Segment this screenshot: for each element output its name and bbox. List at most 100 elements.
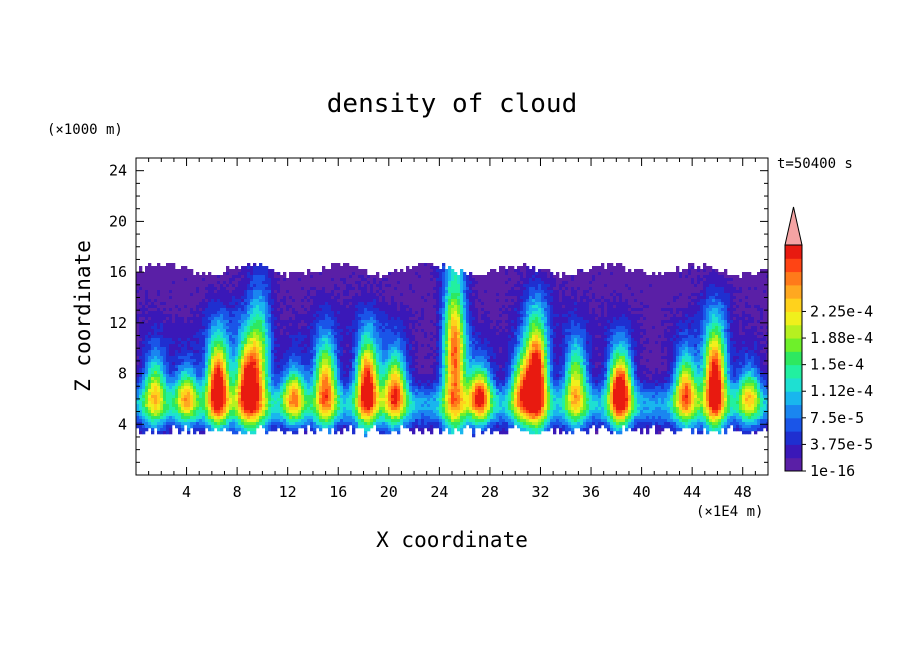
heatmap-cell: [328, 425, 332, 429]
heatmap-cell: [223, 326, 227, 330]
heatmap-cell: [346, 272, 350, 276]
heatmap-cell: [262, 332, 266, 336]
heatmap-cell: [295, 401, 299, 405]
heatmap-cell: [271, 287, 275, 291]
heatmap-cell: [283, 419, 287, 423]
heatmap-cell: [373, 422, 377, 426]
heatmap-cell: [364, 290, 368, 294]
heatmap-cell: [400, 284, 404, 288]
heatmap-cell: [229, 401, 233, 405]
heatmap-cell: [247, 377, 251, 381]
heatmap-cell: [361, 329, 365, 333]
heatmap-cell: [349, 269, 353, 273]
heatmap-cell: [208, 305, 212, 309]
heatmap-cell: [244, 374, 248, 378]
heatmap-cell: [301, 332, 305, 336]
heatmap-cell: [166, 350, 170, 354]
heatmap-cell: [187, 404, 191, 408]
heatmap-cell: [190, 299, 194, 303]
heatmap-cell: [268, 395, 272, 399]
heatmap-cell: [226, 371, 230, 375]
heatmap-cell: [274, 368, 278, 372]
heatmap-cell: [382, 320, 386, 324]
heatmap-cell: [379, 365, 383, 369]
heatmap-cell: [367, 407, 371, 411]
heatmap-cell: [229, 281, 233, 285]
heatmap-cell: [214, 275, 218, 279]
heatmap-cell: [367, 302, 371, 306]
heatmap-cell: [289, 422, 293, 426]
heatmap-cell: [292, 299, 296, 303]
heatmap-cell: [325, 377, 329, 381]
heatmap-cell: [202, 428, 206, 432]
heatmap-cell: [334, 305, 338, 309]
heatmap-cell: [364, 392, 368, 396]
heatmap-cell: [334, 398, 338, 402]
heatmap-cell: [190, 326, 194, 330]
heatmap-cell: [412, 305, 416, 309]
heatmap-cell: [193, 338, 197, 342]
heatmap-cell: [385, 377, 389, 381]
heatmap-cell: [268, 410, 272, 414]
heatmap-cell: [325, 353, 329, 357]
heatmap-cell: [151, 413, 155, 417]
heatmap-cell: [202, 278, 206, 282]
heatmap-cell: [340, 302, 344, 306]
heatmap-cell: [379, 347, 383, 351]
heatmap-cell: [307, 272, 311, 276]
heatmap-cell: [169, 392, 173, 396]
heatmap-cell: [286, 362, 290, 366]
heatmap-cell: [241, 302, 245, 306]
heatmap-cell: [403, 365, 407, 369]
heatmap-cell: [391, 353, 395, 357]
heatmap-cell: [412, 371, 416, 375]
heatmap-cell: [340, 377, 344, 381]
heatmap-cell: [346, 344, 350, 348]
heatmap-cell: [244, 296, 248, 300]
heatmap-cell: [289, 299, 293, 303]
heatmap-cell: [289, 323, 293, 327]
heatmap-cell: [322, 335, 326, 339]
heatmap-cell: [193, 317, 197, 321]
heatmap-cell: [358, 410, 362, 414]
heatmap-cell: [319, 299, 323, 303]
heatmap-cell: [352, 359, 356, 363]
heatmap-cell: [139, 290, 143, 294]
heatmap-cell: [169, 287, 173, 291]
heatmap-cell: [370, 389, 374, 393]
heatmap-cell: [256, 407, 260, 411]
heatmap-cell: [202, 362, 206, 366]
heatmap-cell: [298, 389, 302, 393]
heatmap-cell: [340, 395, 344, 399]
heatmap-cell: [163, 356, 167, 360]
heatmap-cell: [169, 398, 173, 402]
heatmap-cell: [139, 344, 143, 348]
heatmap-cell: [166, 428, 170, 432]
heatmap-cell: [271, 323, 275, 327]
heatmap-cell: [322, 368, 326, 372]
heatmap-cell: [376, 287, 380, 291]
heatmap-cell: [181, 383, 185, 387]
heatmap-cell: [166, 335, 170, 339]
heatmap-cell: [220, 377, 224, 381]
heatmap-cell: [346, 392, 350, 396]
heatmap-cell: [190, 278, 194, 282]
heatmap-cell: [373, 317, 377, 321]
heatmap-cell: [319, 344, 323, 348]
heatmap-cell: [247, 329, 251, 333]
heatmap-cell: [214, 284, 218, 288]
heatmap-cell: [286, 401, 290, 405]
heatmap-cell: [250, 359, 254, 363]
heatmap-cell: [280, 410, 284, 414]
heatmap-cell: [163, 332, 167, 336]
heatmap-cell: [328, 338, 332, 342]
heatmap-cell: [247, 347, 251, 351]
heatmap-cell: [175, 413, 179, 417]
heatmap-cell: [160, 395, 164, 399]
heatmap-cell: [319, 305, 323, 309]
heatmap-cell: [346, 311, 350, 315]
heatmap-cell: [376, 332, 380, 336]
heatmap-cell: [232, 431, 236, 435]
heatmap-cell: [214, 404, 218, 408]
heatmap-cell: [292, 314, 296, 318]
